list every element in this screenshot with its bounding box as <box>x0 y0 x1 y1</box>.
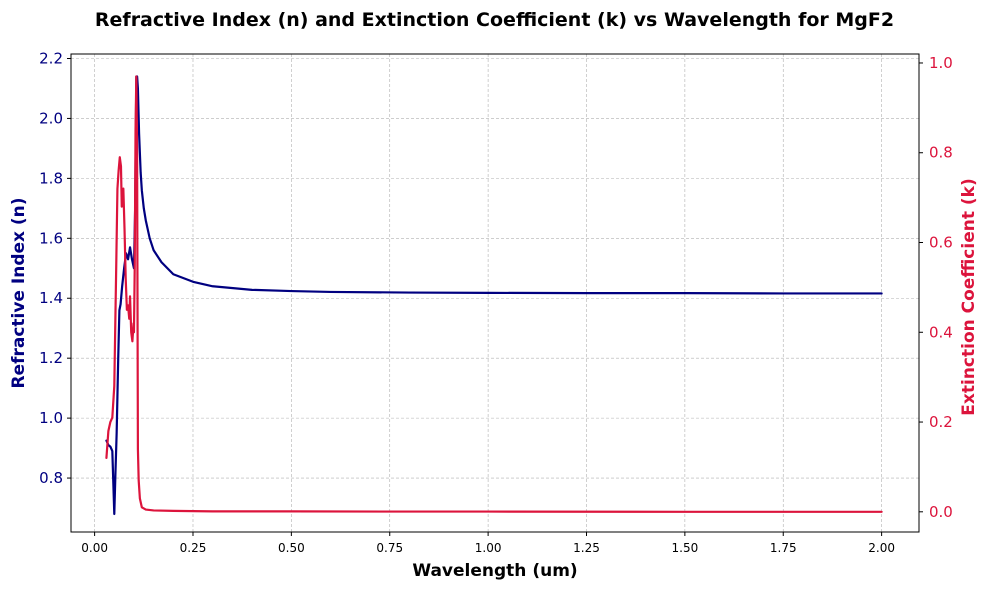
series-n-line <box>105 75 883 516</box>
y-left-tick-label: 1.4 <box>39 289 63 307</box>
chart-title: Refractive Index (n) and Extinction Coef… <box>95 9 894 31</box>
y-right-tick-label: 1.0 <box>929 54 953 72</box>
series-k-line <box>105 75 883 513</box>
axis-layer: 0.00 0.25 0.50 0.75 1.00 1.25 1.50 1.75 2.00 0.8 1… <box>39 49 953 555</box>
x-tick-label: 0.00 <box>81 541 108 555</box>
y-right-tick-label: 0.6 <box>929 234 953 252</box>
y-right-tick-label: 0.4 <box>929 323 953 341</box>
y-right-tick-label: 0.2 <box>929 413 953 431</box>
y-left-tick-label: 2.0 <box>39 109 63 127</box>
x-tick-label: 0.50 <box>278 541 305 555</box>
y-left-tick-label: 2.2 <box>39 49 63 67</box>
y-left-tick-label: 1.2 <box>39 349 63 367</box>
x-tick-label: 2.00 <box>868 541 895 555</box>
x-tick-label: 1.75 <box>770 541 797 555</box>
series-layer <box>105 75 883 516</box>
y-left-tick-label: 0.8 <box>39 469 63 487</box>
x-tick-label: 1.25 <box>573 541 600 555</box>
x-tick-label: 1.00 <box>475 541 502 555</box>
y-axis-left-label: Refractive Index (n) <box>9 197 29 388</box>
grid-layer <box>71 54 919 532</box>
x-tick-label: 1.50 <box>672 541 699 555</box>
x-tick-label: 0.25 <box>180 541 207 555</box>
y-right-tick-label: 0.0 <box>929 503 953 521</box>
y-left-tick-label: 1.6 <box>39 229 63 247</box>
y-axis-right-label: Extinction Coefficient (k) <box>959 178 979 415</box>
y-left-tick-label: 1.8 <box>39 169 63 187</box>
y-right-tick-label: 0.8 <box>929 144 953 162</box>
plot-frame <box>70 53 920 533</box>
y-left-tick-label: 1.0 <box>39 409 63 427</box>
x-axis-label: Wavelength (um) <box>412 561 577 581</box>
x-tick-label: 0.75 <box>376 541 403 555</box>
